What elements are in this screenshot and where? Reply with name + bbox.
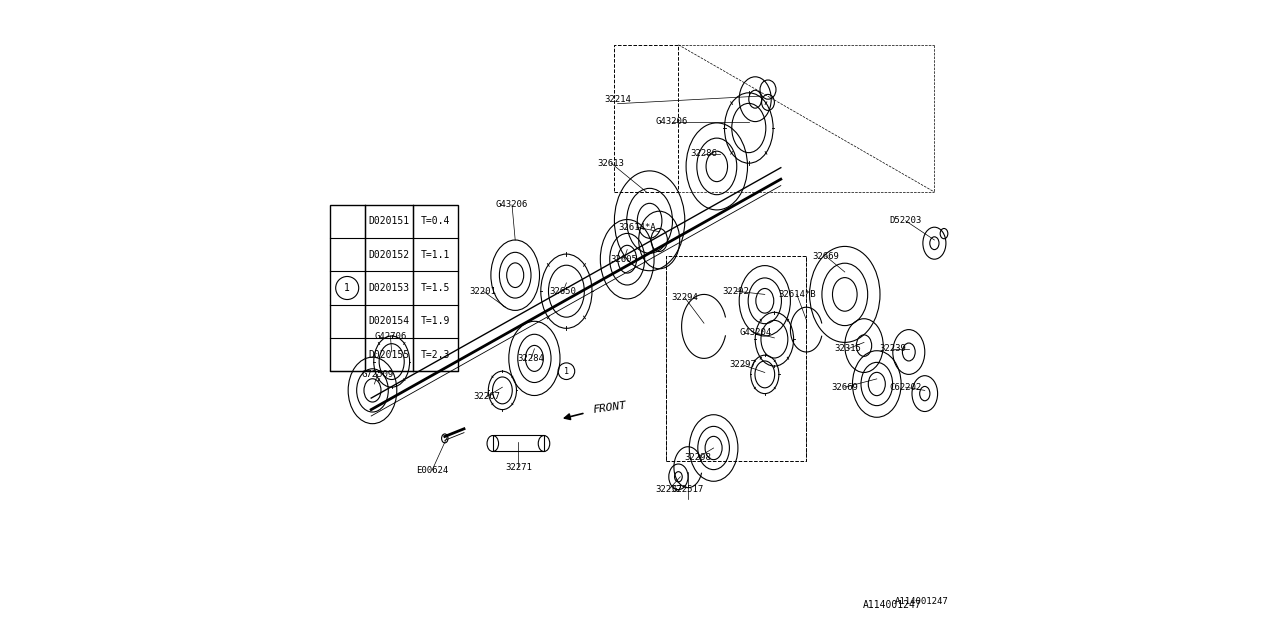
Text: D020152: D020152 (369, 250, 410, 260)
Text: 32669: 32669 (813, 252, 838, 260)
Text: 32297: 32297 (730, 360, 755, 369)
Text: T=2.3: T=2.3 (421, 349, 449, 360)
Text: 32201: 32201 (470, 287, 497, 296)
Text: 32271: 32271 (506, 463, 531, 472)
Text: G42706: G42706 (374, 332, 407, 340)
Text: C62202: C62202 (890, 383, 922, 392)
Text: 32284: 32284 (518, 354, 544, 363)
Text: 32613: 32613 (598, 159, 625, 168)
Text: 32614*B: 32614*B (778, 290, 815, 299)
Bar (330, 205, 458, 371)
Text: D020153: D020153 (369, 283, 410, 293)
Text: 32614*A: 32614*A (618, 223, 655, 232)
Text: T=1.5: T=1.5 (421, 283, 449, 293)
Text: T=0.4: T=0.4 (421, 216, 449, 227)
Text: G43206: G43206 (655, 117, 689, 126)
Text: 1: 1 (344, 283, 351, 293)
Text: 32286: 32286 (691, 149, 717, 158)
Text: T=1.9: T=1.9 (421, 316, 449, 326)
Text: 32298: 32298 (685, 453, 710, 462)
Text: 32650: 32650 (550, 287, 576, 296)
Text: D020154: D020154 (369, 316, 410, 326)
Text: 32605: 32605 (611, 255, 637, 264)
Text: D020155: D020155 (369, 349, 410, 360)
Text: G22517: G22517 (672, 485, 704, 494)
Text: A114001247: A114001247 (895, 597, 948, 606)
Text: G43206: G43206 (495, 200, 529, 209)
Text: D020151: D020151 (369, 216, 410, 227)
Text: 32315: 32315 (835, 344, 861, 353)
Text: A114001247: A114001247 (863, 600, 922, 610)
Text: 32292: 32292 (723, 287, 749, 296)
Text: E00624: E00624 (416, 466, 448, 475)
Text: 32294: 32294 (672, 293, 698, 302)
Text: T=1.1: T=1.1 (421, 250, 449, 260)
Text: G43204: G43204 (739, 328, 772, 337)
Text: 32669: 32669 (832, 383, 858, 392)
Text: 32267: 32267 (474, 392, 499, 401)
Text: 32237: 32237 (655, 485, 682, 494)
Text: FRONT: FRONT (591, 400, 627, 415)
Bar (493, 435, 544, 451)
Text: D52203: D52203 (890, 216, 922, 225)
Text: 1: 1 (564, 367, 568, 376)
Text: 32214: 32214 (604, 95, 631, 104)
Text: G72509: G72509 (361, 370, 394, 379)
Text: 32239: 32239 (879, 344, 906, 353)
